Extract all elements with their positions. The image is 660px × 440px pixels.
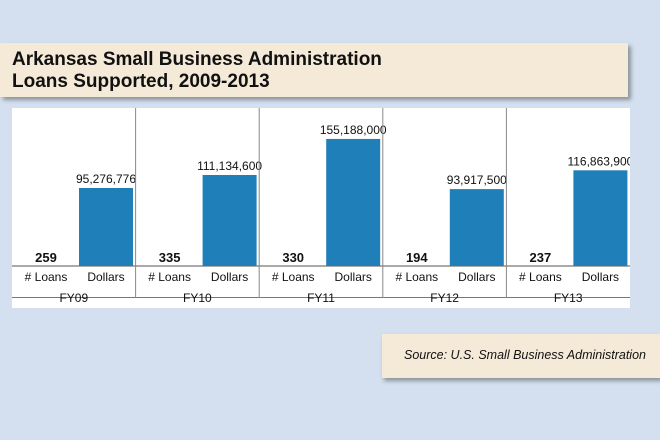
subcategory-label-loans: # Loans — [25, 270, 68, 284]
subcategory-label-loans: # Loans — [395, 270, 438, 284]
subcategory-label-dollars: Dollars — [582, 270, 619, 284]
loans-value-label: 335 — [159, 250, 181, 265]
dollars-value-label: 155,188,000 — [320, 123, 387, 137]
loans-value-label: 330 — [282, 250, 304, 265]
source-box: Source: U.S. Small Business Administrati… — [382, 334, 660, 378]
dollars-bar — [202, 175, 257, 266]
dollars-value-label: 93,917,500 — [447, 173, 507, 187]
dollars-value-label: 116,863,900 — [567, 154, 630, 168]
source-note: Source: U.S. Small Business Administrati… — [404, 348, 646, 362]
dollars-bar — [449, 189, 504, 266]
subcategory-label-dollars: Dollars — [87, 270, 124, 284]
subcategory-label-loans: # Loans — [148, 270, 191, 284]
loans-value-label: 237 — [530, 250, 552, 265]
category-label: FY12 — [430, 291, 459, 305]
dollars-bar — [79, 187, 133, 266]
category-label: FY09 — [59, 291, 88, 305]
subcategory-label-loans: # Loans — [519, 270, 562, 284]
loans-value-label: 194 — [406, 250, 428, 265]
category-row: FY09 FY10 FY11 FY12 FY13 — [59, 291, 583, 305]
subcategory-label-dollars: Dollars — [458, 270, 495, 284]
dollars-bar — [326, 138, 381, 266]
subcategory-label-dollars: Dollars — [211, 270, 248, 284]
chart-title-line-1: Arkansas Small Business Administration — [12, 49, 382, 70]
dollars-bar — [573, 170, 628, 266]
chart-title-line-2: Loans Supported, 2009-2013 — [12, 71, 270, 92]
subcategory-label-loans: # Loans — [272, 270, 315, 284]
category-label: FY13 — [554, 291, 583, 305]
subcategory-label-dollars: Dollars — [335, 270, 372, 284]
chart-panel: 259 95,276,776 # Loans Dollars 335 111,134,60… — [12, 108, 630, 308]
dollars-value-label: 111,134,600 — [197, 159, 262, 173]
bar-chart: 259 95,276,776 # Loans Dollars 335 111,134,60… — [12, 108, 630, 298]
dollars-value-label: 95,276,776 — [76, 172, 136, 186]
category-label: FY11 — [307, 291, 335, 305]
title-box: Arkansas Small Business Administration L… — [0, 43, 628, 97]
loans-value-label: 259 — [35, 250, 57, 265]
category-label: FY10 — [183, 291, 212, 305]
